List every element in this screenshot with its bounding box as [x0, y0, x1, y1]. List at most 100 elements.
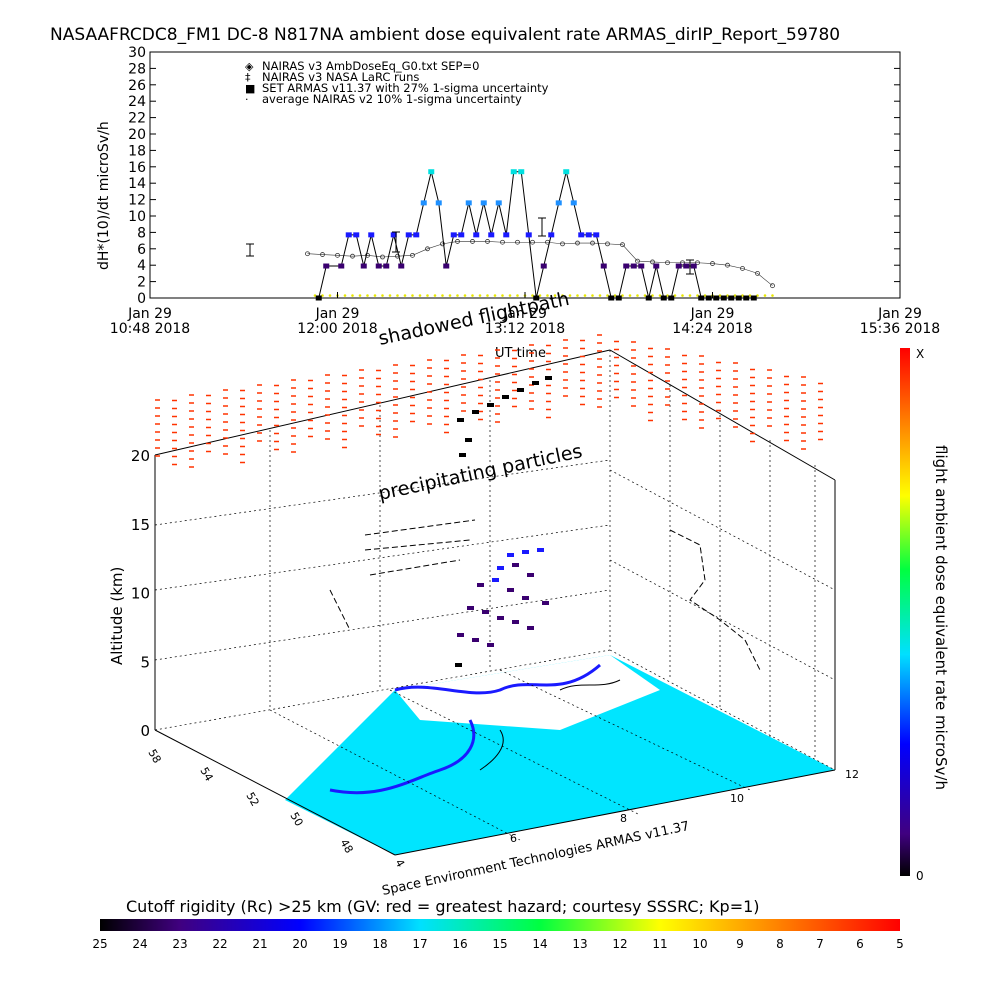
nairas-point [500, 239, 505, 245]
armas-point [698, 295, 705, 301]
altitude-tick-label: 20 [131, 447, 150, 465]
yellow-point [313, 294, 317, 297]
armas-point [623, 263, 630, 269]
yellow-point [771, 294, 774, 297]
yellow-point [448, 294, 452, 297]
armas-point [383, 263, 390, 269]
armas-point [450, 232, 457, 238]
armas-point [458, 232, 465, 238]
x-tick-label-top: Jan 29 [877, 306, 922, 322]
map-land [395, 655, 660, 730]
flight-path-point [487, 403, 494, 407]
armas-point [315, 295, 322, 301]
flight-path-point [455, 663, 462, 667]
nairas-point [680, 260, 685, 266]
armas-point [390, 232, 397, 238]
nairas-point [515, 239, 520, 245]
yellow-point [733, 294, 737, 297]
yellow-point [606, 294, 609, 297]
nairas-series [305, 239, 775, 289]
armas-point [503, 232, 510, 238]
armas-point [690, 263, 697, 269]
y-tick-label: 16 [128, 160, 146, 176]
armas-point [540, 263, 547, 269]
flight-path-point [487, 643, 494, 647]
bottom-colorbar-tick: 18 [372, 937, 387, 951]
armas-point [720, 295, 727, 301]
flight-path-point [472, 638, 479, 642]
grid-line [154, 459, 611, 526]
bottom-colorbar-tick: 16 [452, 937, 467, 951]
armas-point [615, 295, 622, 301]
flight-path-point [517, 388, 524, 392]
yellow-point [673, 294, 677, 297]
armas-point [683, 263, 690, 269]
armas-point [578, 232, 585, 238]
x-tick-label-bottom: 12:00 2018 [297, 321, 377, 337]
y-tick-label: 6 [137, 242, 146, 258]
nairas-point [650, 259, 655, 265]
y-tick-label: 28 [128, 61, 146, 77]
scene-3d: 0 5 10 15 20 Altitude (km) 58 54 52 50 48 4 … [108, 288, 859, 899]
yellow-point [718, 294, 722, 297]
error-bars [246, 217, 694, 275]
armas-point [368, 232, 375, 238]
grid-line [499, 669, 751, 791]
bottom-colorbar-tick: 19 [332, 937, 347, 951]
yellow-point [486, 294, 489, 297]
armas-point [480, 200, 487, 206]
armas-point [608, 295, 615, 301]
floor-tick: 6 [510, 832, 517, 845]
flight-path-point [542, 601, 549, 605]
box-edge [394, 769, 836, 856]
yellow-point [756, 294, 759, 297]
coastline [479, 679, 621, 771]
yellow-point [358, 294, 362, 297]
armas-point [510, 169, 517, 175]
armas-point [375, 263, 382, 269]
bottom-colorbar-tick: 9 [736, 937, 744, 951]
box-edge [154, 729, 396, 856]
yellow-point [741, 294, 744, 297]
flight-path-point [457, 633, 464, 637]
box-edge [609, 349, 836, 481]
altitude-tick-label: 10 [131, 585, 150, 603]
nairas-point [335, 252, 340, 258]
nairas-point [470, 239, 475, 244]
yellow-point [478, 294, 482, 297]
flight-path-point [512, 620, 519, 624]
yellow-point [456, 294, 459, 297]
armas-point [488, 232, 495, 238]
nairas-point [305, 251, 310, 257]
armas-point [743, 295, 750, 301]
armas-point [353, 232, 360, 238]
nairas-point [710, 261, 715, 266]
armas-point [735, 295, 742, 301]
nairas-line [307, 241, 773, 286]
yellow-point [508, 294, 512, 297]
y-tick-label: 20 [128, 127, 146, 143]
right-colorbar-bottom: 0 [916, 869, 924, 883]
nairas-point [605, 241, 610, 247]
floor-tick: 12 [845, 768, 859, 781]
flight-path-point [497, 616, 504, 620]
nairas-point [320, 252, 325, 257]
armas-point [413, 232, 420, 238]
bottom-colorbar-tick: 10 [692, 937, 707, 951]
yellow-point [433, 294, 437, 297]
flight-path-point [459, 453, 466, 457]
flight-path [455, 376, 552, 667]
y-tick-label: 12 [128, 193, 146, 209]
flight-path-point [512, 563, 519, 567]
nairas-point [740, 266, 745, 271]
legend-symbol: · [245, 93, 249, 106]
flight-path-point [465, 438, 472, 442]
y-tick-label: 0 [137, 291, 146, 307]
nairas-point [575, 240, 580, 246]
nairas-point [425, 246, 430, 252]
floor-tick: 52 [243, 790, 261, 809]
yellow-point [636, 294, 639, 297]
grid-line [154, 524, 611, 591]
nairas-point [410, 252, 415, 258]
armas-point [405, 232, 412, 238]
